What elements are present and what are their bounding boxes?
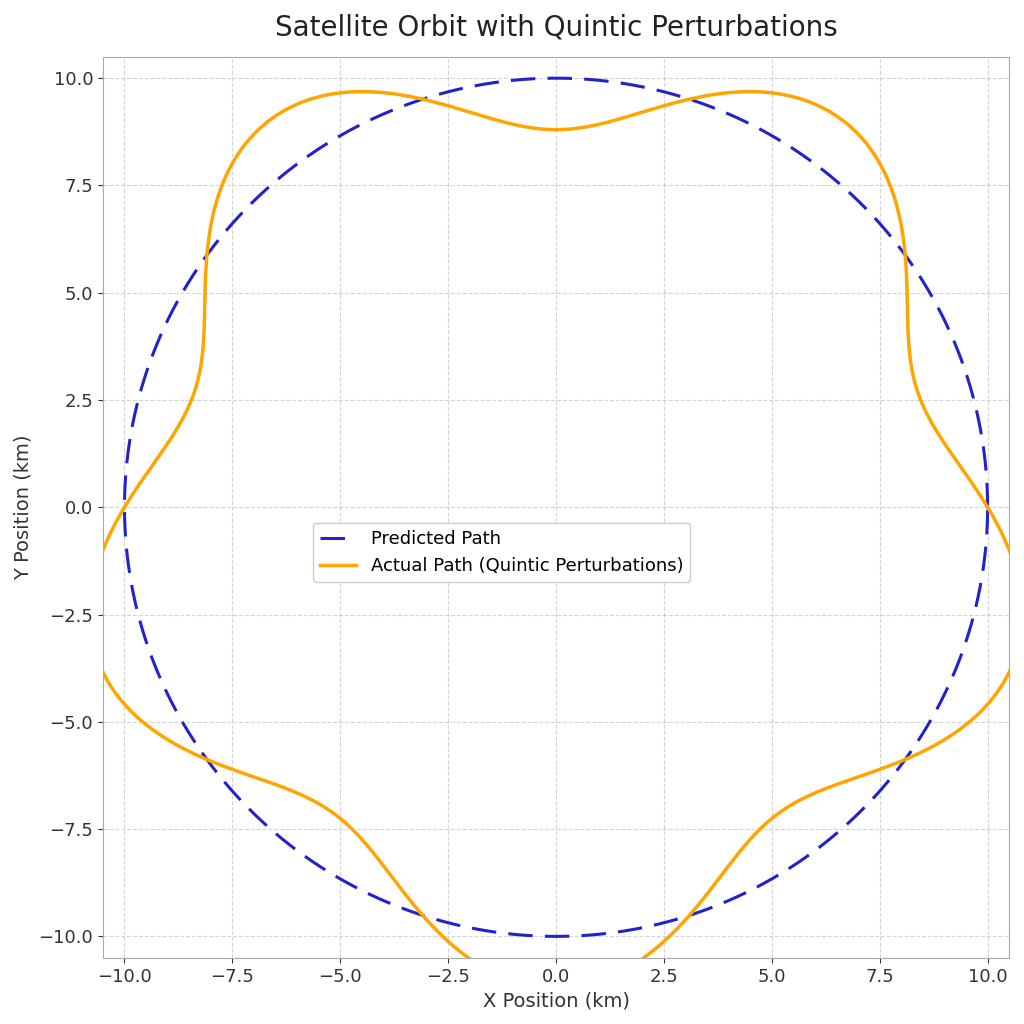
Title: Satellite Orbit with Quintic Perturbations: Satellite Orbit with Quintic Perturbatio… (274, 14, 838, 42)
Actual Path (Quintic Perturbations) (981, 501, 993, 513)
X-axis label: X Position (km): X Position (km) (482, 991, 630, 1010)
Y-axis label: Y Position (km): Y Position (km) (14, 434, 33, 580)
Legend: Predicted Path, Actual Path (Quintic Perturbations): Predicted Path, Actual Path (Quintic Per… (313, 522, 690, 582)
Predicted Path (975, 577, 987, 589)
Predicted Path (981, 501, 993, 513)
Predicted Path (550, 930, 562, 942)
Actual Path (Quintic Perturbations) (657, 936, 670, 948)
Predicted Path (975, 578, 987, 590)
Predicted Path (653, 918, 666, 930)
Predicted Path (981, 501, 993, 513)
Line: Actual Path (Quintic Perturbations): Actual Path (Quintic Perturbations) (90, 91, 1022, 988)
Predicted Path (959, 366, 972, 378)
Actual Path (Quintic Perturbations) (1015, 585, 1024, 597)
Actual Path (Quintic Perturbations) (910, 382, 923, 394)
Line: Predicted Path: Predicted Path (125, 78, 987, 936)
Actual Path (Quintic Perturbations) (550, 982, 562, 994)
Predicted Path (550, 72, 562, 84)
Actual Path (Quintic Perturbations) (356, 85, 369, 97)
Actual Path (Quintic Perturbations) (981, 501, 993, 513)
Actual Path (Quintic Perturbations) (140, 467, 153, 479)
Predicted Path (120, 466, 132, 478)
Predicted Path (132, 395, 144, 408)
Actual Path (Quintic Perturbations) (1014, 584, 1024, 596)
Actual Path (Quintic Perturbations) (179, 408, 191, 420)
